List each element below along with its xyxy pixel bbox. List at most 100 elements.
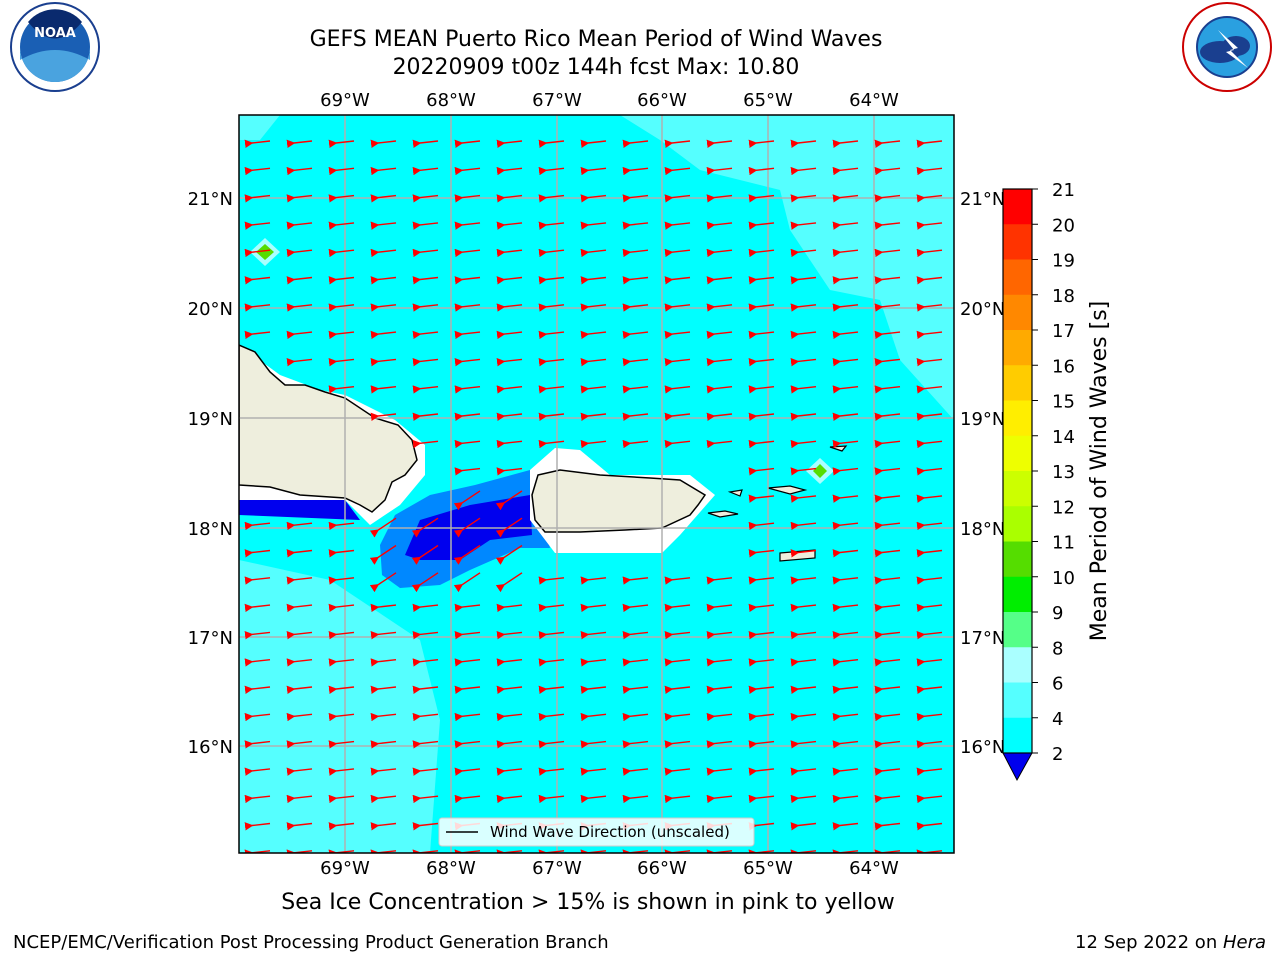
- wind-wave-arrow: [454, 794, 481, 804]
- wind-wave-arrow: [496, 330, 523, 340]
- map-legend: Wind Wave Direction (unscaled): [438, 817, 755, 847]
- wind-wave-arrow: [874, 712, 901, 722]
- wind-wave-arrow: [244, 712, 271, 722]
- wind-wave-arrow: [412, 221, 439, 230]
- wind-wave-arrow: [790, 576, 817, 585]
- lat-label-left: 21°N: [188, 189, 233, 210]
- wind-wave-arrow: [874, 357, 901, 367]
- colorbar-segments: [1003, 189, 1032, 754]
- wind-wave-arrow: [244, 303, 271, 312]
- wind-wave-arrow: [664, 712, 691, 722]
- wind-wave-arrow: [832, 412, 859, 421]
- wind-wave-arrow: [454, 740, 481, 749]
- wind-wave-arrow: [832, 794, 859, 804]
- colorbar-tick-label: 16: [1052, 356, 1075, 377]
- wind-wave-arrow: [832, 603, 859, 613]
- wind-wave-arrow: [832, 303, 859, 312]
- wind-wave-arrow: [748, 767, 775, 776]
- lat-label-right: 21°N: [960, 189, 1005, 210]
- wind-wave-arrow: [370, 248, 397, 258]
- wind-wave-arrow: [580, 194, 607, 203]
- wind-wave-arrow: [622, 439, 649, 449]
- wind-wave-arrow: [454, 221, 481, 230]
- colorbar-segment: [1003, 259, 1032, 296]
- wind-wave-arrow: [370, 630, 397, 640]
- wind-wave-arrow: [874, 166, 901, 176]
- colorbar-segment: [1003, 612, 1032, 648]
- wind-wave-arrow: [496, 712, 523, 722]
- wind-wave-arrow: [286, 822, 313, 831]
- wind-wave-arrow: [748, 822, 775, 831]
- lat-label-right: 19°N: [960, 409, 1005, 430]
- wind-wave-arrow: [286, 630, 313, 640]
- wind-wave-arrow: [244, 521, 271, 531]
- wind-wave-arrow: [832, 221, 859, 230]
- wind-wave-arrow: [538, 303, 565, 312]
- wind-wave-arrow: [454, 303, 481, 312]
- wind-wave-arrow: [706, 794, 733, 804]
- nws-logo: [1182, 2, 1272, 92]
- wind-wave-arrow: [286, 658, 313, 667]
- wind-wave-arrow: [370, 603, 397, 613]
- wind-wave-arrow: [328, 740, 355, 749]
- wind-wave-arrow: [453, 572, 481, 593]
- wind-wave-arrow: [916, 412, 943, 421]
- lon-labels-top: 69°W 68°W 67°W 66°W 65°W 64°W: [320, 90, 899, 111]
- wind-wave-arrow: [790, 822, 817, 831]
- wind-wave-arrow: [748, 303, 775, 312]
- wind-wave-arrow: [664, 685, 691, 694]
- wind-wave-arrow: [370, 385, 397, 394]
- wind-wave-arrow: [790, 385, 817, 394]
- wind-wave-arrow: [874, 658, 901, 667]
- wind-wave-arrow: [874, 439, 901, 449]
- wind-wave-arrow: [622, 276, 649, 285]
- lon-label-bottom: 64°W: [849, 858, 899, 879]
- wind-wave-arrow: [286, 603, 313, 613]
- wind-wave-arrow: [370, 357, 397, 367]
- colorbar-tick-label: 15: [1052, 392, 1075, 413]
- wind-wave-arrow: [790, 685, 817, 694]
- wind-wave-arrow: [496, 467, 523, 476]
- wind-wave-arrow: [874, 467, 901, 476]
- wind-wave-arrow: [916, 658, 943, 667]
- wind-wave-arrow: [706, 740, 733, 749]
- wind-wave-arrow: [454, 385, 481, 394]
- wind-wave-arrow: [328, 221, 355, 230]
- colorbar-segment: [1003, 541, 1032, 578]
- wind-wave-arrow: [790, 740, 817, 749]
- wind-wave-arrow: [916, 166, 943, 176]
- chart-title-line1: GEFS MEAN Puerto Rico Mean Period of Win…: [309, 27, 883, 52]
- wind-wave-arrow: [664, 740, 691, 749]
- wind-wave-arrow: [580, 330, 607, 340]
- wind-wave-arrow: [916, 330, 943, 340]
- wind-wave-arrow: [790, 794, 817, 804]
- wind-wave-arrow: [538, 330, 565, 340]
- wind-wave-arrow: [790, 549, 817, 558]
- wind-wave-arrow: [916, 276, 943, 285]
- wind-wave-arrow: [286, 712, 313, 722]
- colorbar-segment: [1003, 717, 1032, 754]
- wind-wave-arrow: [748, 248, 775, 258]
- lon-label-bottom: 67°W: [532, 858, 582, 879]
- lat-label-right: 18°N: [960, 519, 1005, 540]
- wind-wave-arrow: [454, 467, 481, 476]
- wind-wave-arrow: [538, 740, 565, 749]
- wind-wave-arrow: [244, 603, 271, 613]
- lat-label-right: 17°N: [960, 628, 1005, 649]
- wind-wave-arrow: [874, 822, 901, 831]
- wind-wave-arrow: [706, 166, 733, 176]
- wind-wave-arrow: [244, 740, 271, 749]
- wind-wave-arrow: [748, 603, 775, 613]
- wind-wave-arrow: [580, 767, 607, 776]
- wind-wave-arrow: [412, 248, 439, 258]
- wind-wave-arrow: [706, 412, 733, 421]
- wind-wave-arrow: [454, 630, 481, 640]
- wind-wave-arrow: [706, 194, 733, 203]
- wind-wave-arrow: [706, 139, 733, 148]
- wind-wave-arrow: [496, 357, 523, 367]
- colorbar-segment: [1003, 400, 1032, 437]
- wind-wave-arrow: [622, 330, 649, 340]
- wind-wave-arrow: [412, 740, 439, 749]
- wind-wave-arrow: [496, 221, 523, 230]
- wind-wave-arrow: [412, 712, 439, 722]
